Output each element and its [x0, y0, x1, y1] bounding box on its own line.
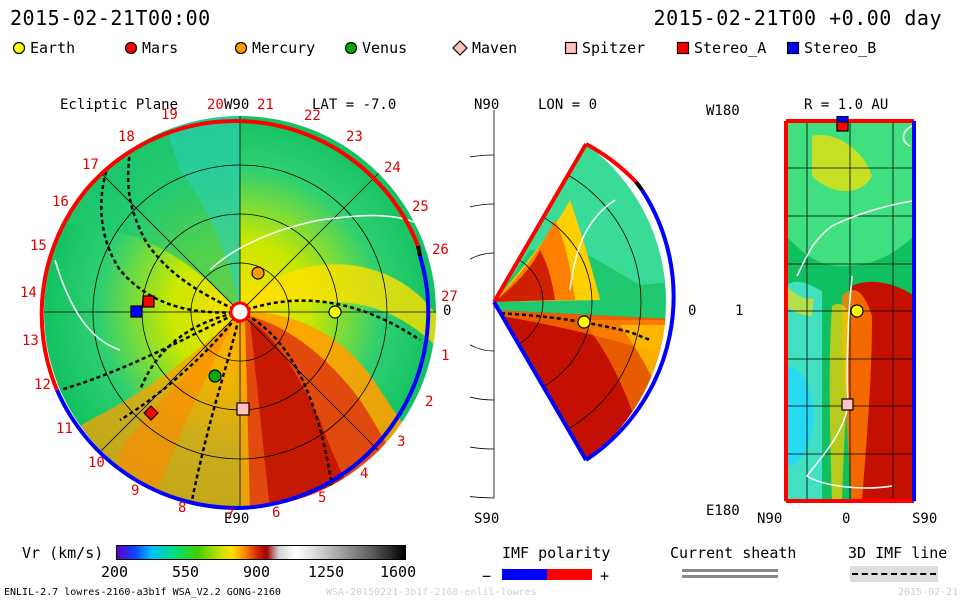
colorbar-tick: 550 — [172, 563, 200, 581]
rotation-number: 21 — [257, 97, 274, 113]
rotation-number: 10 — [88, 455, 105, 471]
lonlat-mid-left: 1 — [735, 303, 744, 319]
spitzer-position-icon — [841, 398, 854, 411]
ecliptic-top-label: W90 — [224, 97, 250, 113]
rotation-number: 27 — [441, 289, 458, 305]
meridional-lon-label: LON = 0 — [538, 97, 598, 113]
rotation-number: 14 — [20, 285, 37, 301]
sun-icon — [229, 301, 251, 323]
lonlat-x-right: S90 — [912, 511, 938, 527]
colorbar-tick: 200 — [101, 563, 129, 581]
rotation-number: 6 — [272, 505, 281, 521]
lonlat-x-left: N90 — [757, 511, 783, 527]
rotation-number: 24 — [384, 160, 401, 176]
mercury-position-icon — [251, 266, 265, 280]
maven-position-icon — [143, 405, 159, 421]
legend-label: Mercury — [252, 39, 316, 57]
rotation-number: 12 — [34, 377, 51, 393]
meridional-right-label: 0 — [688, 303, 697, 319]
legend-label: Venus — [362, 39, 408, 57]
rotation-number: 23 — [346, 129, 363, 145]
ecliptic-title: Ecliptic Plane — [60, 97, 179, 113]
imf-negative-swatch — [502, 569, 547, 580]
lonlat-top-left: W180 — [706, 103, 740, 119]
colorbar-label: Vr (km/s) — [22, 544, 104, 562]
rotation-number: 19 — [161, 107, 178, 123]
lonlat-title: R = 1.0 AU — [804, 97, 889, 113]
mercury-marker-icon — [234, 41, 248, 55]
stereo-a-marker-icon — [676, 41, 690, 55]
stereo-a-position-icon — [836, 121, 849, 132]
rotation-number: 5 — [318, 490, 327, 506]
imf-line-swatch — [850, 566, 938, 582]
legend-label: Stereo_B — [804, 39, 877, 57]
rotation-number: 18 — [118, 129, 135, 145]
venus-marker-icon — [344, 41, 358, 55]
rotation-number: 11 — [56, 421, 73, 437]
colorbar-tick: 1250 — [308, 563, 345, 581]
imf-minus-sign: − — [482, 567, 492, 585]
rotation-number: 9 — [131, 483, 140, 499]
stereo-b-marker-icon — [786, 41, 800, 55]
model-info: ENLIL-2.7 lowres-2160-a3b1f WSA_V2.2 GON… — [4, 587, 281, 598]
rotation-number: 15 — [30, 238, 47, 254]
timestamp-right: 2015-02-21T00 +0.00 day — [653, 6, 942, 30]
rotation-number: 4 — [360, 466, 369, 482]
ecliptic-bottom-label: E90 — [224, 511, 250, 527]
legend-label: Mars — [142, 39, 179, 57]
footer-date: 2015-02-21 — [898, 587, 959, 598]
colorbar-scale — [116, 545, 406, 560]
timestamp-left: 2015-02-21T00:00 — [10, 6, 211, 30]
rotation-number: 16 — [52, 194, 69, 210]
rotation-number: 7 — [226, 507, 235, 523]
rotation-number: 25 — [412, 199, 429, 215]
rotation-number: 8 — [178, 500, 187, 516]
rotation-number: 2 — [425, 394, 434, 410]
spitzer-position-icon — [236, 402, 250, 416]
spitzer-marker-icon — [564, 41, 578, 55]
imf-polarity-label: IMF polarity — [502, 544, 611, 562]
legend-label: Earth — [30, 39, 76, 57]
earth-position-icon — [328, 305, 342, 319]
imf-plus-sign: + — [600, 567, 610, 585]
rotation-number: 3 — [397, 434, 406, 450]
rotation-number: 22 — [304, 108, 321, 124]
lonlat-map-plot — [784, 116, 916, 503]
ecliptic-lat-label: LAT = -7.0 — [312, 97, 397, 113]
mars-marker-icon — [124, 41, 138, 55]
legend-label: Spitzer — [582, 39, 646, 57]
maven-marker-icon — [452, 40, 468, 56]
object-legend: Earth Mars Mercury Venus Maven Spitzer S… — [0, 38, 960, 60]
rotation-number: 20 — [207, 97, 224, 113]
meridional-bottom-label: S90 — [474, 511, 500, 527]
rotation-number: 26 — [432, 242, 449, 258]
current-sheath-label: Current sheath — [670, 544, 797, 562]
earth-marker-icon — [12, 41, 26, 55]
run-id: WSA-20150221-3b1f-2160-enlil-lowres — [326, 587, 537, 598]
lonlat-x-mid: 0 — [842, 511, 851, 527]
colorbar-tick: 1600 — [380, 563, 417, 581]
legend-label: Maven — [472, 39, 518, 57]
stereo-b-position-icon — [130, 305, 143, 318]
lonlat-bottom-left: E180 — [706, 503, 740, 519]
current-sheath-line — [682, 575, 778, 578]
meridional-top-label: N90 — [474, 97, 500, 113]
mars-position-icon — [142, 295, 155, 308]
rotation-number: 1 — [441, 348, 450, 364]
ecliptic-right-label: 0 — [443, 303, 452, 319]
rotation-number: 13 — [22, 333, 39, 349]
earth-position-icon — [850, 304, 864, 318]
legend-label: Stereo_A — [694, 39, 767, 57]
current-sheath-line — [682, 569, 778, 572]
rotation-number: 17 — [82, 157, 99, 173]
venus-position-icon — [208, 369, 222, 383]
imf-line-label: 3D IMF line — [848, 544, 948, 562]
meridional-plane-plot — [470, 110, 676, 499]
ecliptic-plane-plot — [39, 116, 436, 511]
earth-position-icon — [577, 315, 591, 329]
imf-positive-swatch — [547, 569, 592, 580]
colorbar-tick: 900 — [243, 563, 271, 581]
